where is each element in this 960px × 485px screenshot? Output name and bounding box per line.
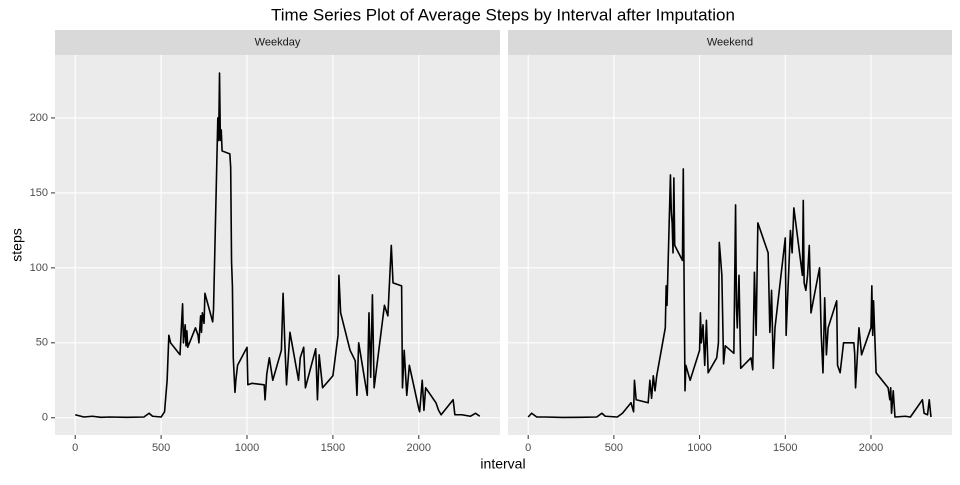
strip — [508, 30, 952, 55]
x-tick-label: 500 — [152, 442, 170, 454]
x-tick-label: 2000 — [407, 442, 431, 454]
y-tick-label: 100 — [30, 262, 48, 274]
strip-label: Weekday — [255, 36, 301, 48]
panel — [508, 55, 952, 435]
panel — [55, 55, 500, 435]
x-tick-label: 1000 — [687, 442, 711, 454]
y-tick-label: 50 — [36, 337, 48, 349]
line — [527, 168, 932, 419]
x-tick-label: 2000 — [859, 442, 883, 454]
x-tick-label: 0 — [72, 442, 78, 454]
y-tick-label: 0 — [42, 412, 48, 424]
x-tick-label: 1500 — [321, 442, 345, 454]
strip-label: Weekend — [707, 36, 753, 48]
x-tick-label: 1500 — [773, 442, 797, 454]
chart-title: Time Series Plot of Average Steps by Int… — [271, 5, 735, 24]
line — [75, 72, 481, 419]
y-tick-label: 200 — [30, 112, 48, 124]
strip — [55, 30, 500, 55]
y-tick-label: 150 — [30, 187, 48, 199]
x-tick-label: 500 — [605, 442, 623, 454]
x-tick-label: 1000 — [235, 442, 259, 454]
x-tick-label: 0 — [525, 442, 531, 454]
y-axis-label: steps — [9, 228, 25, 261]
x-axis-label: interval — [480, 456, 525, 472]
